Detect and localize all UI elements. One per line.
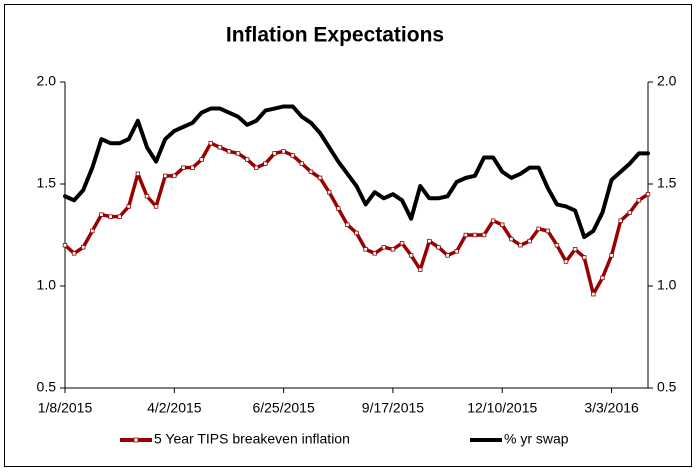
point-marker: [71, 251, 77, 256]
point-marker: [500, 222, 505, 227]
point-marker: [144, 194, 150, 199]
y2-tick-label: 0.5: [657, 379, 677, 395]
point-marker: [263, 161, 268, 166]
point-marker: [163, 173, 168, 179]
point-marker: [518, 242, 523, 248]
point-marker: [108, 214, 113, 219]
point-marker: [153, 204, 159, 209]
point-marker: [481, 232, 487, 238]
x-tick-label: 12/10/2015: [467, 400, 537, 416]
point-marker: [427, 238, 432, 244]
point-marker: [472, 232, 478, 238]
legend-label: % yr swap: [504, 431, 569, 447]
point-marker: [463, 232, 469, 238]
point-marker: [490, 218, 496, 223]
point-marker: [436, 245, 441, 250]
point-marker: [381, 245, 387, 250]
point-marker: [126, 204, 131, 209]
y-tick-label: 1.5: [37, 175, 57, 191]
point-marker: [235, 151, 241, 156]
point-marker: [272, 151, 277, 156]
x-tick-label: 1/8/2015: [38, 400, 93, 416]
chart-frame: [4, 4, 692, 467]
point-marker: [217, 145, 223, 150]
point-marker: [317, 175, 323, 181]
series-line: [63, 104, 650, 240]
point-marker: [445, 253, 450, 258]
point-marker: [81, 245, 86, 250]
x-tick-label: 6/25/2015: [252, 400, 314, 416]
point-marker: [62, 242, 68, 248]
y-tick-label: 2.0: [37, 73, 57, 89]
point-marker: [299, 161, 305, 166]
point-marker: [454, 249, 459, 254]
point-marker: [563, 259, 569, 264]
point-marker: [336, 206, 341, 211]
point-marker: [527, 238, 532, 244]
x-tick-label: 9/17/2015: [362, 400, 424, 416]
point-marker: [172, 173, 177, 179]
point-marker: [600, 275, 605, 281]
y-tick-label: 1.0: [37, 277, 57, 293]
point-marker: [572, 247, 578, 252]
y-tick-label: 0.5: [37, 379, 57, 395]
y2-tick-label: 2.0: [657, 73, 677, 89]
point-marker: [281, 149, 286, 154]
y2-tick-label: 1.0: [657, 277, 677, 293]
point-marker: [326, 189, 332, 195]
point-marker: [363, 247, 368, 252]
point-marker: [199, 157, 204, 162]
point-marker: [117, 214, 122, 219]
point-marker: [354, 230, 359, 236]
point-marker: [290, 153, 295, 158]
point-marker: [591, 291, 596, 297]
point-marker: [618, 218, 623, 223]
legend-label: 5 Year TIPS breakeven inflation: [154, 431, 350, 447]
point-marker: [636, 198, 642, 203]
y2-tick-label: 1.5: [657, 175, 677, 191]
point-marker: [90, 228, 95, 234]
point-marker: [372, 251, 377, 256]
point-marker: [545, 228, 550, 234]
point-marker: [418, 267, 423, 272]
point-marker: [190, 165, 195, 170]
point-marker: [254, 165, 259, 170]
x-tick-label: 4/2/2015: [147, 400, 202, 416]
point-marker: [509, 236, 514, 242]
point-marker: [135, 171, 141, 176]
point-marker: [390, 247, 396, 252]
point-marker: [308, 169, 314, 174]
point-marker: [244, 157, 250, 162]
point-marker: [345, 222, 350, 227]
point-marker: [399, 240, 405, 246]
x-tick-label: 3/3/2016: [584, 400, 639, 416]
chart-title: Inflation Expectations: [226, 24, 444, 47]
point-marker: [99, 212, 104, 217]
point-marker: [582, 255, 587, 260]
point-marker: [554, 242, 560, 248]
point-marker: [609, 253, 614, 258]
point-marker: [536, 226, 541, 232]
point-marker: [627, 210, 632, 215]
point-marker: [408, 253, 414, 258]
point-marker: [226, 149, 232, 154]
point-marker: [645, 191, 651, 197]
point-marker: [208, 140, 213, 146]
point-marker: [181, 165, 186, 170]
legend-marker: [133, 437, 139, 443]
